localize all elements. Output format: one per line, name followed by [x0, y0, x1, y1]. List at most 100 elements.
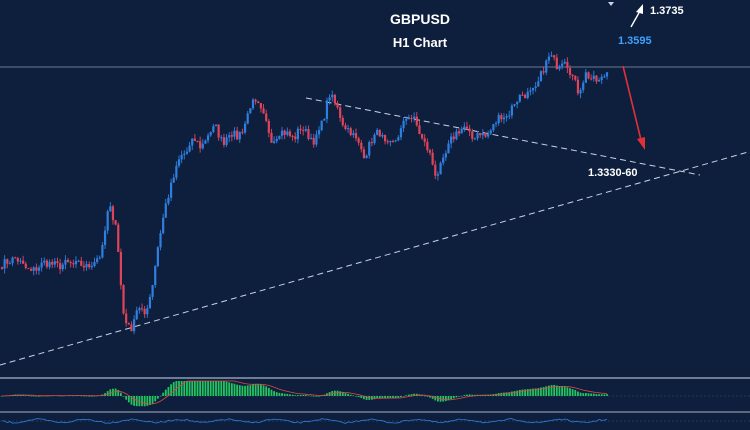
macd-bar: [88, 395, 91, 397]
bear-candle: [553, 55, 556, 58]
macd-bar: [410, 394, 413, 396]
macd-bar: [114, 388, 117, 396]
bull-candle: [476, 133, 479, 139]
bull-candle: [531, 87, 535, 91]
macd-bar: [421, 395, 423, 396]
bull-candle: [233, 130, 236, 137]
bear-candle: [117, 224, 120, 252]
macd-bar: [1, 396, 3, 397]
bull-candle: [516, 101, 519, 105]
macd-bar: [526, 389, 529, 396]
macd-bar: [524, 389, 527, 396]
macd-signal-line: [1, 380, 608, 405]
bull-candle: [407, 118, 410, 120]
macd-bar: [172, 382, 175, 396]
bull-candle: [492, 124, 495, 131]
macd-bar: [186, 381, 188, 396]
bull-candle: [545, 60, 548, 73]
bull-candle: [19, 260, 22, 262]
macd-bar: [90, 396, 93, 397]
macd-bar: [241, 385, 244, 396]
bull-candle: [603, 76, 606, 78]
macd-bar: [349, 394, 352, 396]
bull-candle: [238, 131, 241, 140]
bull-candle: [286, 131, 289, 135]
bull-candle: [273, 141, 276, 143]
macd-bar: [389, 396, 392, 399]
macd-bar: [127, 396, 130, 403]
bear-candle: [568, 68, 572, 75]
bull-candle: [228, 135, 231, 138]
bull-candle: [560, 63, 564, 67]
bear-candle: [119, 251, 122, 286]
bull-candle: [132, 319, 136, 332]
macd-bar: [267, 387, 270, 396]
bull-candle: [592, 75, 595, 79]
bear-candle: [270, 132, 273, 143]
bear-candle: [288, 131, 292, 137]
bear-candle: [59, 263, 62, 270]
bull-candle: [442, 157, 445, 163]
macd-bar: [159, 395, 162, 397]
bull-candle: [460, 128, 463, 134]
bear-candle: [199, 141, 202, 149]
macd-bar: [431, 396, 434, 399]
bear-candle: [354, 133, 358, 139]
macd-bar: [207, 381, 209, 396]
macd-bar: [212, 381, 215, 396]
bull-candle: [317, 130, 321, 135]
bear-candle: [66, 259, 70, 263]
macd-bar: [569, 388, 571, 396]
bull-candle: [296, 128, 299, 140]
macd-bar: [249, 385, 252, 396]
bull-candle: [249, 108, 252, 114]
bull-candle: [177, 159, 181, 166]
macd-bar: [225, 381, 228, 396]
macd-bar: [582, 393, 585, 396]
bull-candle: [48, 261, 51, 267]
bull-candle: [310, 137, 313, 139]
upper-target-label: 1.3735: [650, 5, 684, 17]
bear-candle: [391, 141, 395, 143]
macd-bar: [164, 389, 167, 396]
macd-bar: [392, 396, 394, 399]
bear-candle: [72, 263, 75, 265]
macd-bar: [191, 381, 194, 396]
macd-bar: [180, 381, 183, 396]
macd-bar: [510, 391, 513, 396]
bear-candle: [383, 134, 387, 142]
bull-candle: [323, 119, 326, 121]
macd-bar: [468, 394, 471, 396]
bear-candle: [500, 115, 503, 120]
bear-candle: [196, 140, 199, 142]
macd-bar: [201, 381, 204, 396]
macd-bar: [109, 389, 112, 396]
bull-candle: [251, 99, 255, 109]
bull-candle: [510, 105, 513, 116]
macd-bar: [156, 396, 159, 399]
bear-candle: [349, 128, 352, 136]
macd-bar: [302, 395, 305, 396]
macd-bar: [405, 395, 408, 396]
macd-bar: [357, 396, 360, 398]
bear-candle: [222, 137, 226, 145]
bear-candle: [236, 130, 239, 140]
bull-candle: [325, 100, 329, 120]
macd-bar: [265, 386, 268, 396]
macd-bar: [386, 396, 389, 399]
bull-candle: [331, 94, 334, 98]
macd-bar: [434, 396, 437, 401]
bull-candle: [497, 115, 500, 124]
bear-candle: [82, 265, 85, 268]
macd-bar: [315, 396, 318, 397]
bear-candle: [257, 101, 260, 104]
bear-candle: [143, 308, 146, 315]
macd-bar: [178, 381, 180, 396]
bear-candle: [259, 103, 263, 109]
bull-candle: [489, 130, 492, 134]
bear-candle: [426, 141, 429, 151]
macd-bar: [228, 382, 231, 396]
bull-candle: [98, 257, 101, 259]
macd-bar: [61, 395, 64, 397]
bull-candle: [346, 128, 350, 130]
